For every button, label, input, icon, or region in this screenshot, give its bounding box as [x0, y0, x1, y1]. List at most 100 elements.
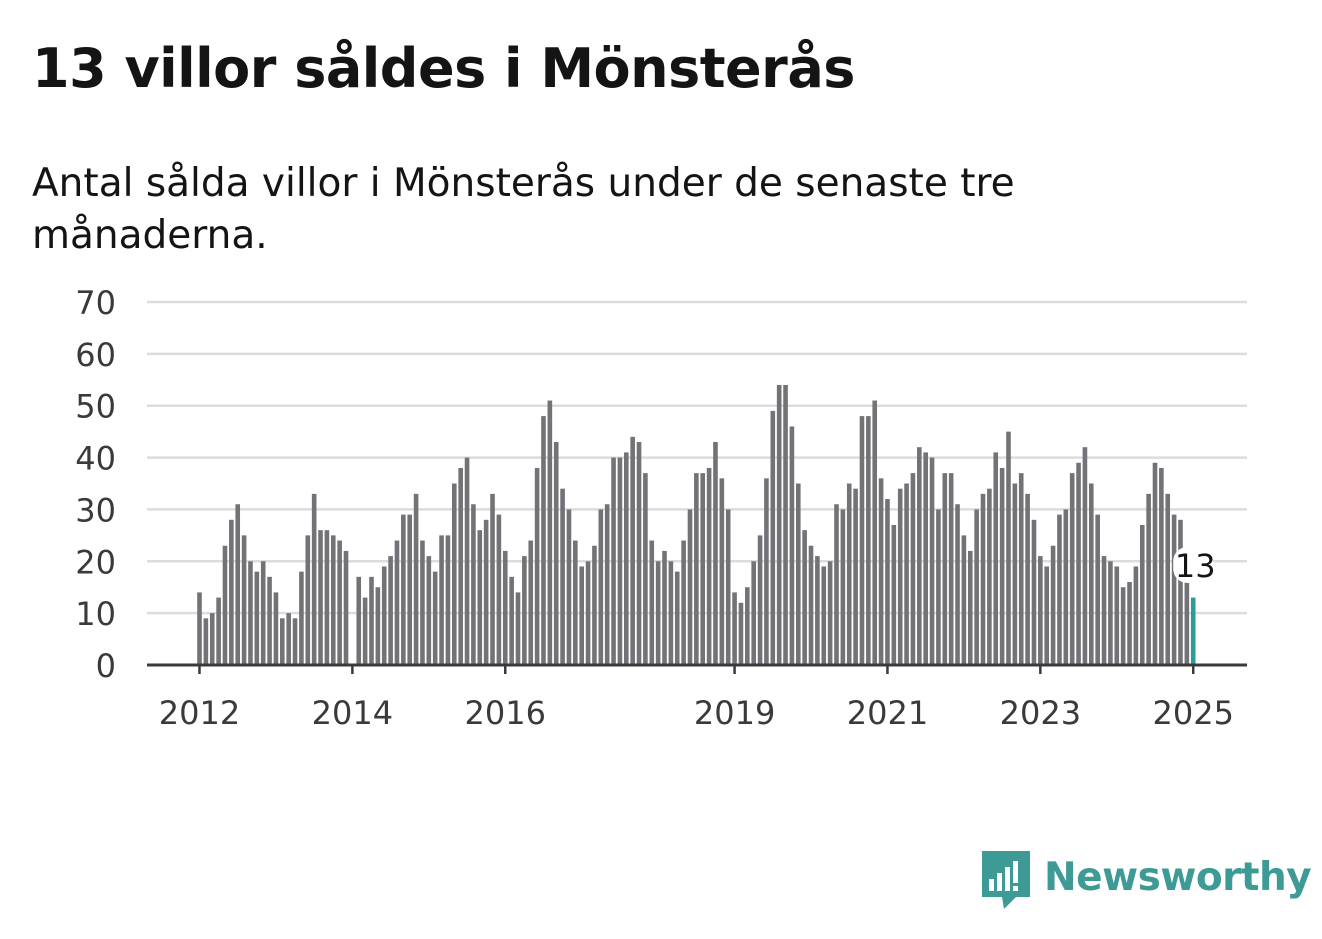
bar: [541, 416, 546, 665]
bar: [1095, 514, 1100, 665]
y-tick-label: 0: [96, 647, 116, 685]
bar: [534, 467, 540, 665]
bar: [897, 488, 903, 665]
bar: [490, 493, 495, 665]
bar: [808, 545, 814, 665]
bar: [560, 488, 565, 665]
bar: [948, 473, 954, 665]
x-tick-label: 2012: [159, 694, 240, 732]
bar: [248, 561, 253, 665]
bar: [528, 540, 534, 665]
bar: [299, 571, 304, 665]
bar: [923, 452, 928, 665]
bar: [617, 457, 623, 665]
bar: [292, 618, 298, 665]
y-tick-label: 10: [75, 595, 116, 633]
bar: [936, 509, 941, 665]
bar: [509, 576, 514, 665]
bar: [337, 540, 342, 665]
x-tick-label: 2021: [847, 694, 928, 732]
bar: [1159, 467, 1164, 665]
bar: [566, 509, 572, 665]
bar: [967, 550, 973, 665]
bar: [961, 535, 967, 665]
bar: [987, 488, 992, 665]
bar: [1127, 582, 1132, 665]
bar: [764, 478, 769, 665]
bar: [636, 442, 642, 665]
bar: [318, 530, 323, 665]
y-tick-label: 30: [75, 491, 116, 529]
bar: [197, 592, 202, 665]
bar: [993, 452, 999, 665]
bar: [203, 618, 209, 665]
bar: [305, 535, 311, 665]
bar: [1076, 462, 1081, 665]
y-tick-label: 70: [75, 284, 116, 322]
bar: [942, 473, 948, 665]
bar: [1101, 556, 1107, 665]
bar: [502, 550, 508, 665]
bar: [891, 524, 897, 665]
bar: [611, 457, 616, 665]
bar: [426, 556, 432, 665]
bar: [216, 597, 221, 665]
bar: [241, 535, 247, 665]
bar: [362, 597, 368, 665]
bar: [917, 447, 922, 665]
bar: [783, 384, 788, 665]
bar: [872, 400, 878, 665]
bar: [604, 504, 610, 665]
x-tick-label: 2019: [694, 694, 775, 732]
bar: [222, 545, 228, 665]
bar: [522, 556, 527, 665]
bar: [1082, 447, 1088, 665]
bar: [209, 613, 215, 665]
bar: [381, 566, 387, 665]
bar: [1171, 514, 1177, 665]
bar: [592, 545, 597, 665]
bar: [700, 473, 706, 665]
bar: [394, 540, 400, 665]
bar: [413, 493, 419, 665]
bar: [1025, 493, 1030, 665]
bar: [694, 473, 699, 665]
bar: [515, 592, 521, 665]
bar: [745, 587, 750, 665]
bar: [573, 540, 578, 665]
newsworthy-brand: Newsworthy: [980, 848, 1312, 912]
bar: [1165, 493, 1171, 665]
bar: [776, 384, 782, 665]
y-tick-label: 40: [75, 440, 116, 478]
bar: [827, 561, 833, 665]
bar: [681, 540, 686, 665]
bar: [840, 509, 846, 665]
bar: [789, 426, 795, 665]
bar: [330, 535, 336, 665]
bar: [815, 556, 820, 665]
bar: [1120, 587, 1126, 665]
bar: [878, 478, 884, 665]
bar: [471, 504, 476, 665]
chart-subtitle: Antal sålda villor i Mönsterås under de …: [32, 161, 1015, 258]
brand-name: Newsworthy: [1044, 854, 1312, 900]
bar: [356, 576, 362, 665]
bar: [974, 509, 979, 665]
bar: [687, 509, 693, 665]
bar: [846, 483, 852, 665]
x-axis: 2012 2014 2016 2019 2021 2023 2025: [147, 663, 1247, 732]
bar: [999, 467, 1005, 665]
bar: [254, 571, 260, 665]
newsworthy-logo-icon: [982, 851, 1030, 909]
bar: [885, 499, 890, 665]
bar: [623, 452, 629, 665]
y-tick-label: 60: [75, 336, 116, 374]
bar: [1018, 473, 1024, 665]
bar: [1139, 524, 1145, 665]
bar: [407, 514, 413, 665]
bars: [197, 384, 1196, 665]
bar: [229, 519, 234, 665]
bar: [464, 457, 470, 665]
bar: [1050, 545, 1056, 665]
bar: [1069, 473, 1075, 665]
